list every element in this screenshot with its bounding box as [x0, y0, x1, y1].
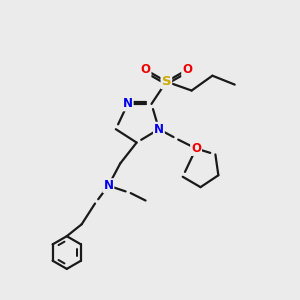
Text: O: O — [140, 63, 151, 76]
Text: S: S — [161, 75, 171, 88]
Text: O: O — [191, 142, 201, 155]
Text: N: N — [154, 123, 164, 136]
Text: N: N — [103, 179, 113, 192]
Text: O: O — [182, 63, 192, 76]
Text: N: N — [123, 98, 133, 110]
